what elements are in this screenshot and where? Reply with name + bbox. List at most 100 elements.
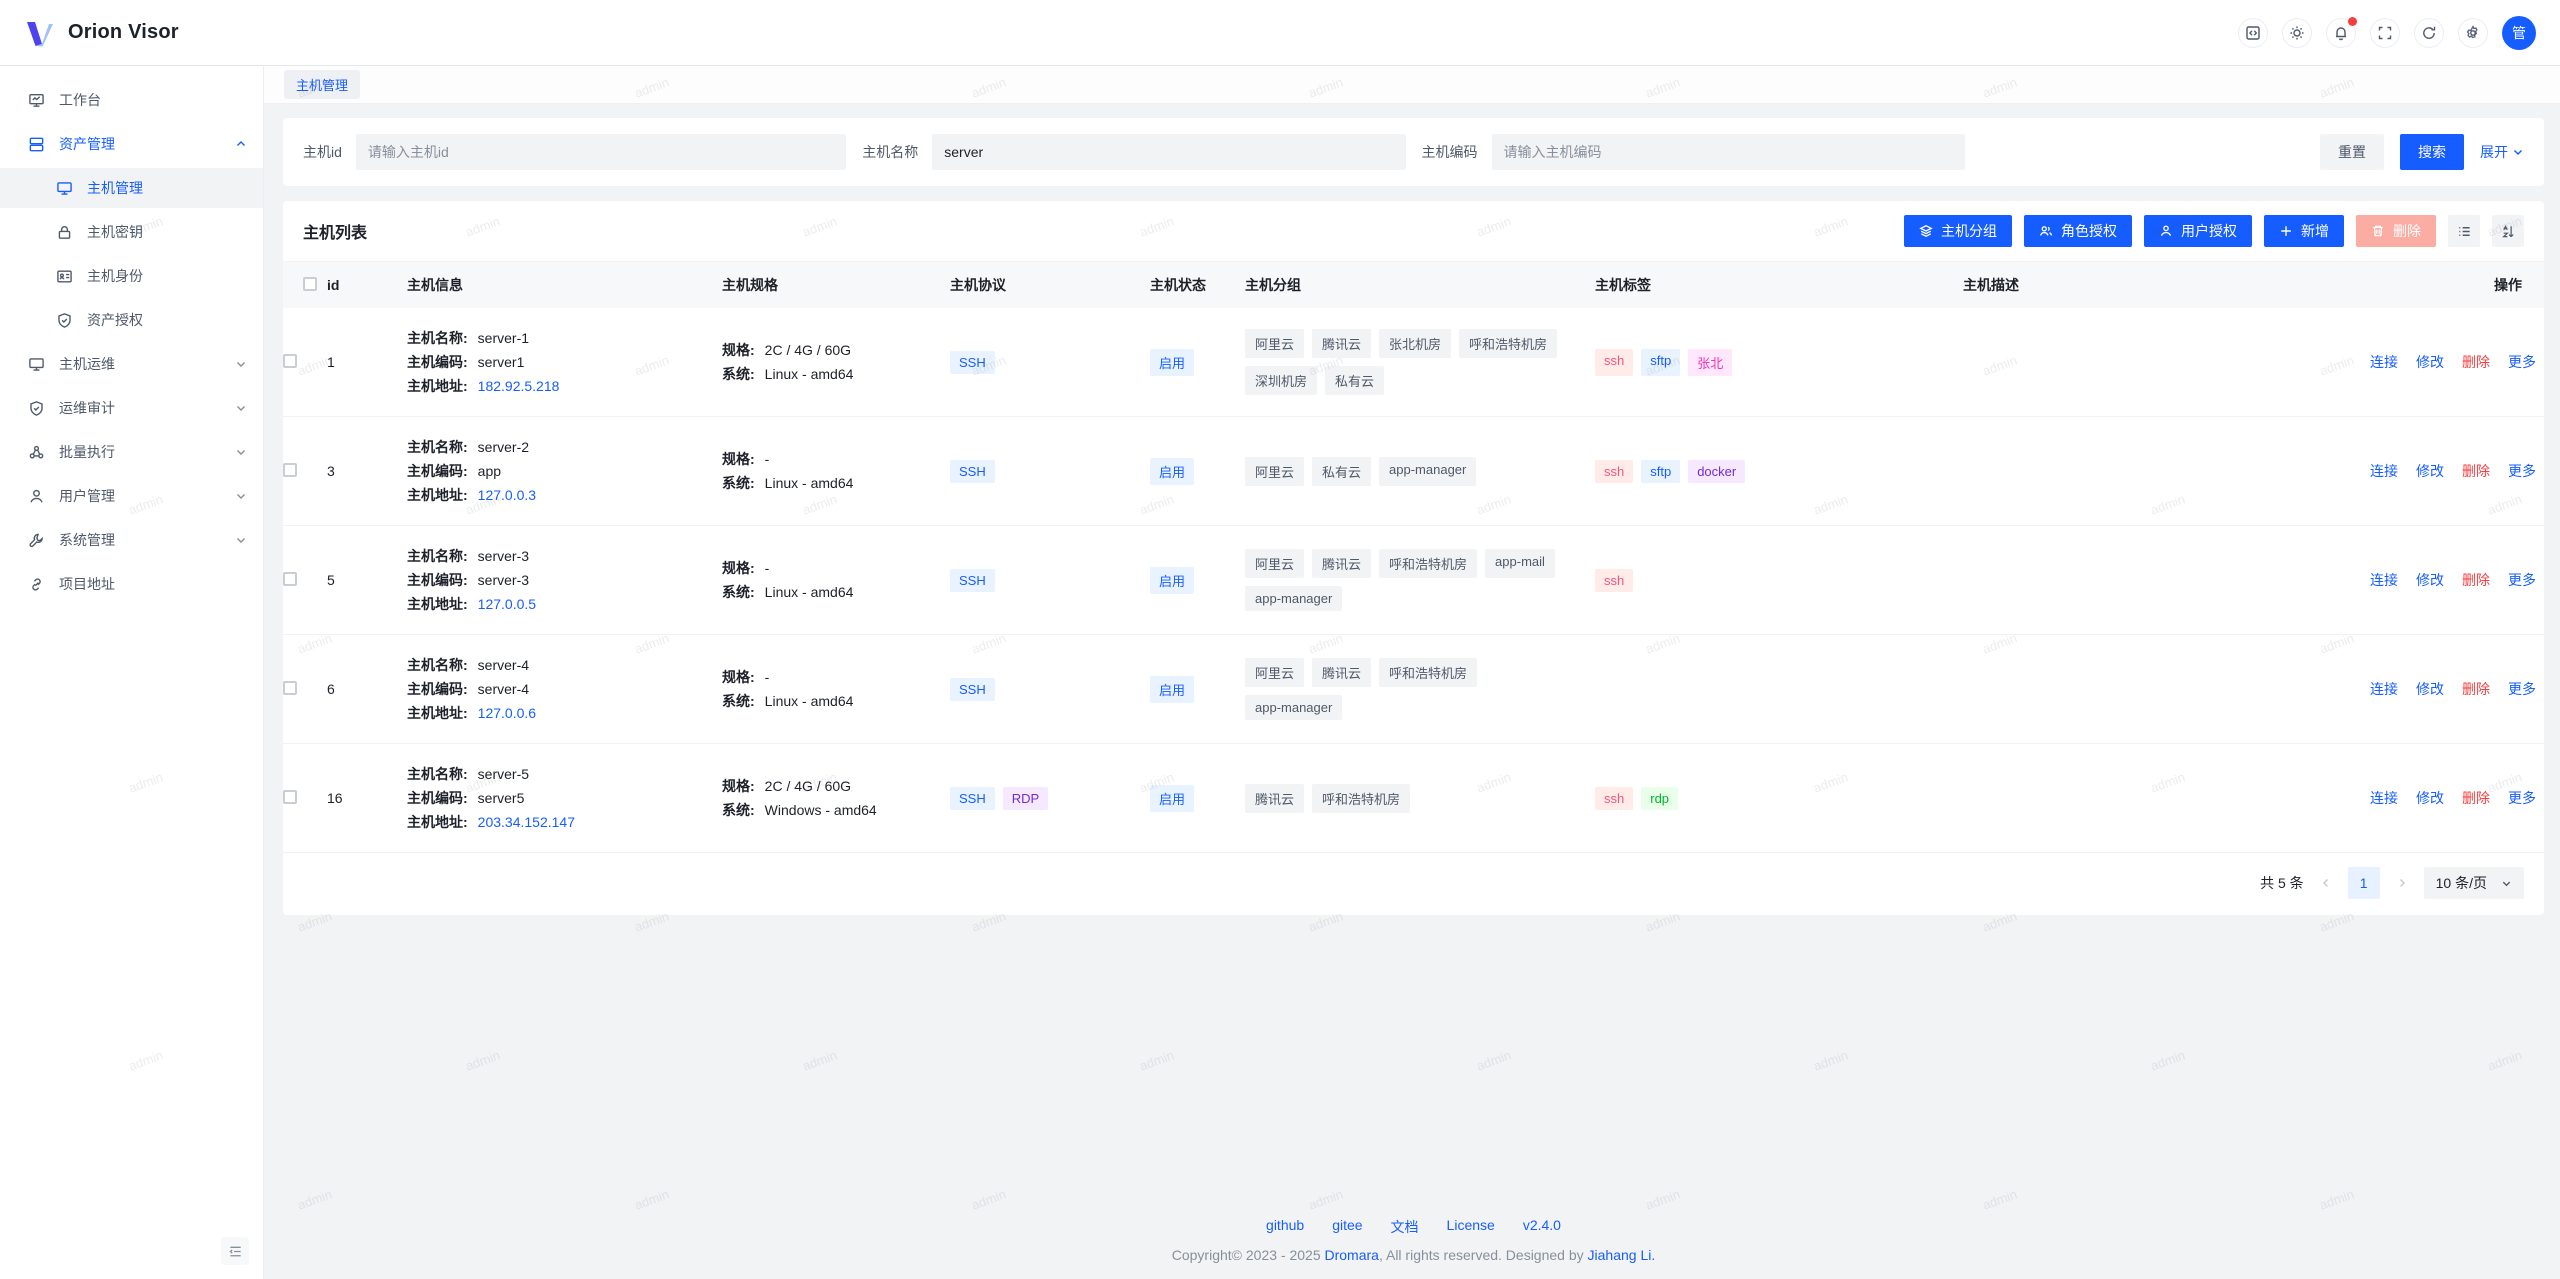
collapse-sidebar-icon[interactable] [221, 1237, 249, 1265]
content-area: 主机id 主机名称 主机编码 重置 搜索 [264, 104, 2560, 1279]
row-checkbox[interactable] [283, 462, 297, 477]
sidebar-item-host-keys[interactable]: 主机密钥 [0, 212, 263, 252]
app-logo: Orion Visor [24, 17, 179, 49]
row-action-delete[interactable]: 删除 [2462, 790, 2490, 806]
dromara-link[interactable]: Dromara [1324, 1247, 1379, 1263]
host-address-link[interactable]: 127.0.0.3 [477, 487, 537, 503]
reset-button[interactable]: 重置 [2320, 134, 2384, 170]
row-action-delete[interactable]: 删除 [2462, 572, 2490, 588]
host-id-label: 主机id [303, 144, 342, 160]
code-icon[interactable] [2238, 17, 2268, 48]
select-all-checkbox[interactable] [303, 276, 317, 291]
host-groups: 阿里云 腾讯云 张北机房 呼和浩特机房 深圳机房 私有云 [1245, 329, 1587, 395]
row-action-link[interactable]: 修改 [2416, 681, 2444, 697]
row-action-link[interactable]: 连接 [2370, 790, 2398, 806]
row-action-delete[interactable]: 删除 [2462, 354, 2490, 370]
host-group-tag: 阿里云 [1245, 329, 1305, 358]
footer-link-gitee[interactable]: gitee [1332, 1217, 1363, 1233]
notification-bell-icon[interactable] [2326, 16, 2357, 48]
status-badge: 启用 [1150, 348, 1195, 376]
monitor-icon [29, 357, 44, 371]
host-group-button[interactable]: 主机分组 [1904, 215, 2012, 247]
row-checkbox[interactable] [283, 789, 297, 804]
wrench-icon [29, 533, 43, 547]
sidebar-item-project-url[interactable]: 项目地址 [0, 564, 263, 604]
sidebar-item-system-management[interactable]: 系统管理 [0, 520, 263, 560]
row-actions: 连接 修改 删除 更多 [2298, 554, 2544, 606]
sidebar-item-user-management[interactable]: 用户管理 [0, 476, 263, 516]
search-button[interactable]: 搜索 [2400, 134, 2464, 170]
settings-gear-icon[interactable] [2458, 17, 2488, 48]
user-auth-button[interactable]: 用户授权 [2144, 215, 2252, 247]
row-action-delete[interactable]: 删除 [2462, 681, 2490, 697]
tab-host-management[interactable]: 主机管理 [284, 70, 361, 99]
refresh-icon[interactable] [2414, 17, 2444, 48]
row-action-link[interactable]: 更多 [2508, 572, 2536, 588]
status-badge: 启用 [1150, 566, 1195, 594]
row-action-delete[interactable]: 删除 [2462, 463, 2490, 479]
row-action-link[interactable]: 更多 [2508, 790, 2536, 806]
host-address-link[interactable]: 127.0.0.5 [477, 596, 537, 612]
host-status: 启用 [1150, 551, 1245, 610]
status-badge: 启用 [1150, 784, 1195, 812]
host-group-tag: 腾讯云 [1312, 658, 1372, 687]
host-group-tag: 呼和浩特机房 [1459, 329, 1558, 358]
sort-az-icon[interactable] [2492, 215, 2524, 247]
row-action-link[interactable]: 更多 [2508, 681, 2536, 697]
row-checkbox[interactable] [283, 353, 297, 368]
row-action-link[interactable]: 修改 [2416, 354, 2444, 370]
row-action-link[interactable]: 更多 [2508, 463, 2536, 479]
row-action-link[interactable]: 连接 [2370, 572, 2398, 588]
row-checkbox[interactable] [283, 571, 297, 586]
footer-link-github[interactable]: github [1266, 1217, 1305, 1233]
author-link[interactable]: Jiahang Li. [1587, 1247, 1656, 1263]
host-name: server-1 [477, 330, 530, 346]
row-action-link[interactable]: 连接 [2370, 681, 2398, 697]
role-auth-button[interactable]: 角色授权 [2024, 215, 2132, 247]
page-number[interactable]: 1 [2347, 867, 2380, 899]
sidebar-item-asset-authorization[interactable]: 资产授权 [0, 300, 263, 340]
table-body: 1 主机名称: server-1 主机编码: server1 主机地址: 182.92… [283, 308, 2544, 853]
host-address-link[interactable]: 127.0.0.6 [477, 705, 537, 721]
sidebar-item-host-identity[interactable]: 主机身份 [0, 256, 263, 296]
row-action-link[interactable]: 连接 [2370, 354, 2398, 370]
row-action-link[interactable]: 更多 [2508, 354, 2536, 370]
footer-link-license[interactable]: License [1446, 1217, 1495, 1233]
avatar[interactable]: 管 [2502, 15, 2536, 50]
sidebar-item-workbench[interactable]: 工作台 [0, 80, 263, 120]
host-address-link[interactable]: 203.34.152.147 [477, 814, 575, 830]
sidebar-item-asset-management[interactable]: 资产管理 [0, 124, 263, 164]
sidebar-item-batch-exec[interactable]: 批量执行 [0, 432, 263, 472]
table-header: id 主机信息 主机规格 主机协议 主机状态 主机分组 主机标签 主机描述 操作 [283, 261, 2544, 308]
list-view-icon[interactable] [2448, 215, 2480, 247]
next-page-icon[interactable] [2392, 877, 2412, 889]
footer-link-version[interactable]: v2.4.0 [1522, 1217, 1561, 1233]
host-code-input[interactable] [1491, 134, 1965, 170]
prev-page-icon[interactable] [2316, 877, 2336, 889]
add-host-button[interactable]: 新增 [2264, 215, 2344, 247]
host-address-link[interactable]: 182.92.5.218 [477, 378, 560, 394]
row-action-link[interactable]: 修改 [2416, 790, 2444, 806]
sidebar-item-ops-audit[interactable]: 运维审计 [0, 388, 263, 428]
sidebar-item-host-management[interactable]: 主机管理 [0, 168, 263, 208]
host-group-tag: 呼和浩特机房 [1312, 783, 1411, 813]
footer-link-docs[interactable]: 文档 [1390, 1219, 1419, 1235]
sidebar-item-host-ops[interactable]: 主机运维 [0, 344, 263, 384]
row-checkbox[interactable] [283, 680, 297, 695]
row-action-link[interactable]: 修改 [2416, 463, 2444, 479]
page-size-select[interactable]: 10 条/页 [2423, 867, 2524, 899]
host-group-tag: app-manager [1379, 456, 1477, 486]
theme-icon[interactable] [2282, 17, 2312, 48]
expand-toggle[interactable]: 展开 [2480, 142, 2524, 162]
host-system: Windows - amd64 [764, 802, 877, 818]
host-name-input[interactable] [932, 134, 1406, 170]
status-badge: 启用 [1150, 675, 1195, 703]
fullscreen-icon[interactable] [2370, 17, 2400, 48]
protocol-tag: SSH [950, 677, 995, 701]
host-id-input[interactable] [355, 134, 847, 170]
row-action-link[interactable]: 修改 [2416, 572, 2444, 588]
delete-button[interactable]: 删除 [2356, 215, 2436, 247]
id-card-icon [57, 269, 72, 283]
shield-check-icon [30, 400, 43, 416]
row-action-link[interactable]: 连接 [2370, 463, 2398, 479]
